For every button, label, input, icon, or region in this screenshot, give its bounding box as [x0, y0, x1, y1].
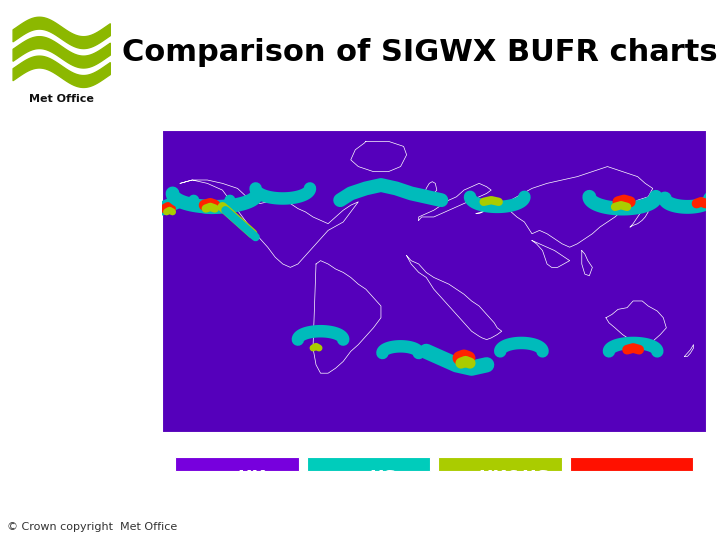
Text: UK: UK: [238, 469, 266, 487]
Text: Comparison of SIGWX BUFR charts: Comparison of SIGWX BUFR charts: [122, 38, 718, 68]
Bar: [570, 456, 693, 471]
Text: 1: 1: [209, 473, 215, 483]
Text: 2: 2: [341, 473, 346, 483]
Text: Met Office: Met Office: [29, 94, 94, 104]
Bar: [307, 456, 431, 471]
Text: US: US: [369, 469, 397, 487]
Bar: [438, 456, 562, 471]
Bar: [176, 456, 299, 471]
Text: 3: 3: [472, 473, 477, 483]
Text: UK&US: UK&US: [479, 469, 550, 487]
Text: © Crown copyright  Met Office: © Crown copyright Met Office: [7, 522, 177, 531]
